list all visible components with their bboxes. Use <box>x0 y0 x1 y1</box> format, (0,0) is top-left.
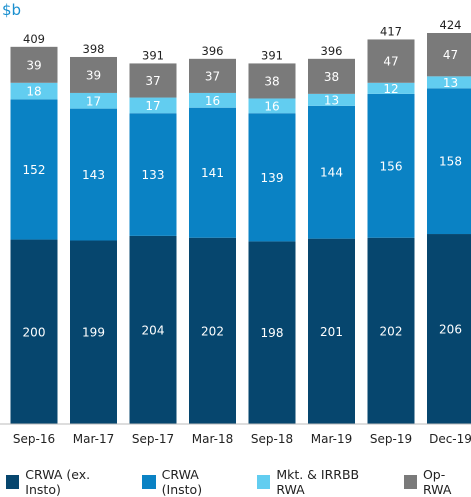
legend-item: Op-RWA <box>404 467 471 497</box>
bar-segment-value-label: 38 <box>264 74 279 88</box>
bar-segment-value-label: 152 <box>23 163 46 177</box>
bar-segment-value-label: 47 <box>383 55 398 69</box>
bar-total-label: 398 <box>83 42 105 56</box>
bar-segment-value-label: 39 <box>26 58 41 72</box>
bar-segment-value-label: 206 <box>439 323 462 337</box>
bar-total-label: 396 <box>202 44 224 58</box>
bar-total-label: 396 <box>321 44 343 58</box>
x-tick-label: Mar-19 <box>311 432 352 446</box>
legend-swatch <box>6 475 19 489</box>
bar-total-label: 391 <box>261 48 283 62</box>
legend-swatch <box>142 475 155 489</box>
bar-segment-value-label: 202 <box>380 324 403 338</box>
bar-segment-value-label: 47 <box>443 48 458 62</box>
bar-segment-value-label: 133 <box>142 168 165 182</box>
x-tick-labels: Sep-16 Mar-17 Sep-17 Mar-18 Sep-18 Mar-19 Sep-… <box>13 432 471 446</box>
bar-segment-value-label: 200 <box>23 325 46 339</box>
bar-segment-value-label: 37 <box>145 74 160 88</box>
bar-segment-value-label: 18 <box>26 85 41 99</box>
bar-total-label: 391 <box>142 48 164 62</box>
legend-swatch <box>404 475 417 489</box>
stacked-bar-chart: 200 152 18 39 409 199 143 17 39 398 204 133 17 37 391 2… <box>0 0 471 465</box>
bar-segment-value-label: 13 <box>324 93 339 107</box>
legend-label: CRWA (ex. Insto) <box>25 467 124 497</box>
bar-segment-value-label: 144 <box>320 166 343 180</box>
bar-segment-value-label: 39 <box>86 68 101 82</box>
bar-segment-value-label: 201 <box>320 325 343 339</box>
x-tick-label: Sep-17 <box>132 432 174 446</box>
x-tick-label: Mar-17 <box>73 432 114 446</box>
x-tick-label: Dec-19 <box>429 432 471 446</box>
bar-segment-value-label: 37 <box>205 69 220 83</box>
bar-segment-value-label: 158 <box>439 155 462 169</box>
bar-segment-value-label: 12 <box>383 82 398 96</box>
bar-segment-value-label: 16 <box>264 99 279 113</box>
bar-total-label: 417 <box>380 24 402 38</box>
bar-segment-value-label: 139 <box>261 171 284 185</box>
legend: CRWA (ex. Insto)CRWA (Insto)Mkt. & IRRBB… <box>0 471 471 493</box>
bar-total-label: 409 <box>23 32 45 46</box>
bar-segment-value-label: 156 <box>380 159 403 173</box>
bar-segment-value-label: 13 <box>443 76 458 90</box>
bar-total-label: 424 <box>440 18 462 32</box>
bar-segment-value-label: 141 <box>201 166 224 180</box>
legend-label: Op-RWA <box>423 467 471 497</box>
bar-segment-value-label: 16 <box>205 94 220 108</box>
bar-segment-value-label: 202 <box>201 324 224 338</box>
bar-segment-value-label: 143 <box>82 168 105 182</box>
legend-label: CRWA (Insto) <box>162 467 239 497</box>
bar-segment-value-label: 199 <box>82 326 105 340</box>
legend-item: CRWA (Insto) <box>142 467 239 497</box>
x-tick-label: Sep-19 <box>370 432 412 446</box>
legend-item: Mkt. & IRRBB RWA <box>257 467 386 497</box>
bars-group: 200 152 18 39 409 199 143 17 39 398 204 133 17 37 391 2… <box>11 18 471 424</box>
legend-swatch <box>257 475 270 489</box>
bar-segment-value-label: 198 <box>261 326 284 340</box>
x-tick-label: Sep-18 <box>251 432 293 446</box>
bar-segment-value-label: 204 <box>142 323 165 337</box>
bar-segment-value-label: 17 <box>86 94 101 108</box>
x-tick-label: Sep-16 <box>13 432 55 446</box>
legend-label: Mkt. & IRRBB RWA <box>276 467 385 497</box>
legend-item: CRWA (ex. Insto) <box>6 467 124 497</box>
x-tick-label: Mar-18 <box>192 432 233 446</box>
bar-segment-value-label: 38 <box>324 70 339 84</box>
bar-segment-value-label: 17 <box>145 99 160 113</box>
